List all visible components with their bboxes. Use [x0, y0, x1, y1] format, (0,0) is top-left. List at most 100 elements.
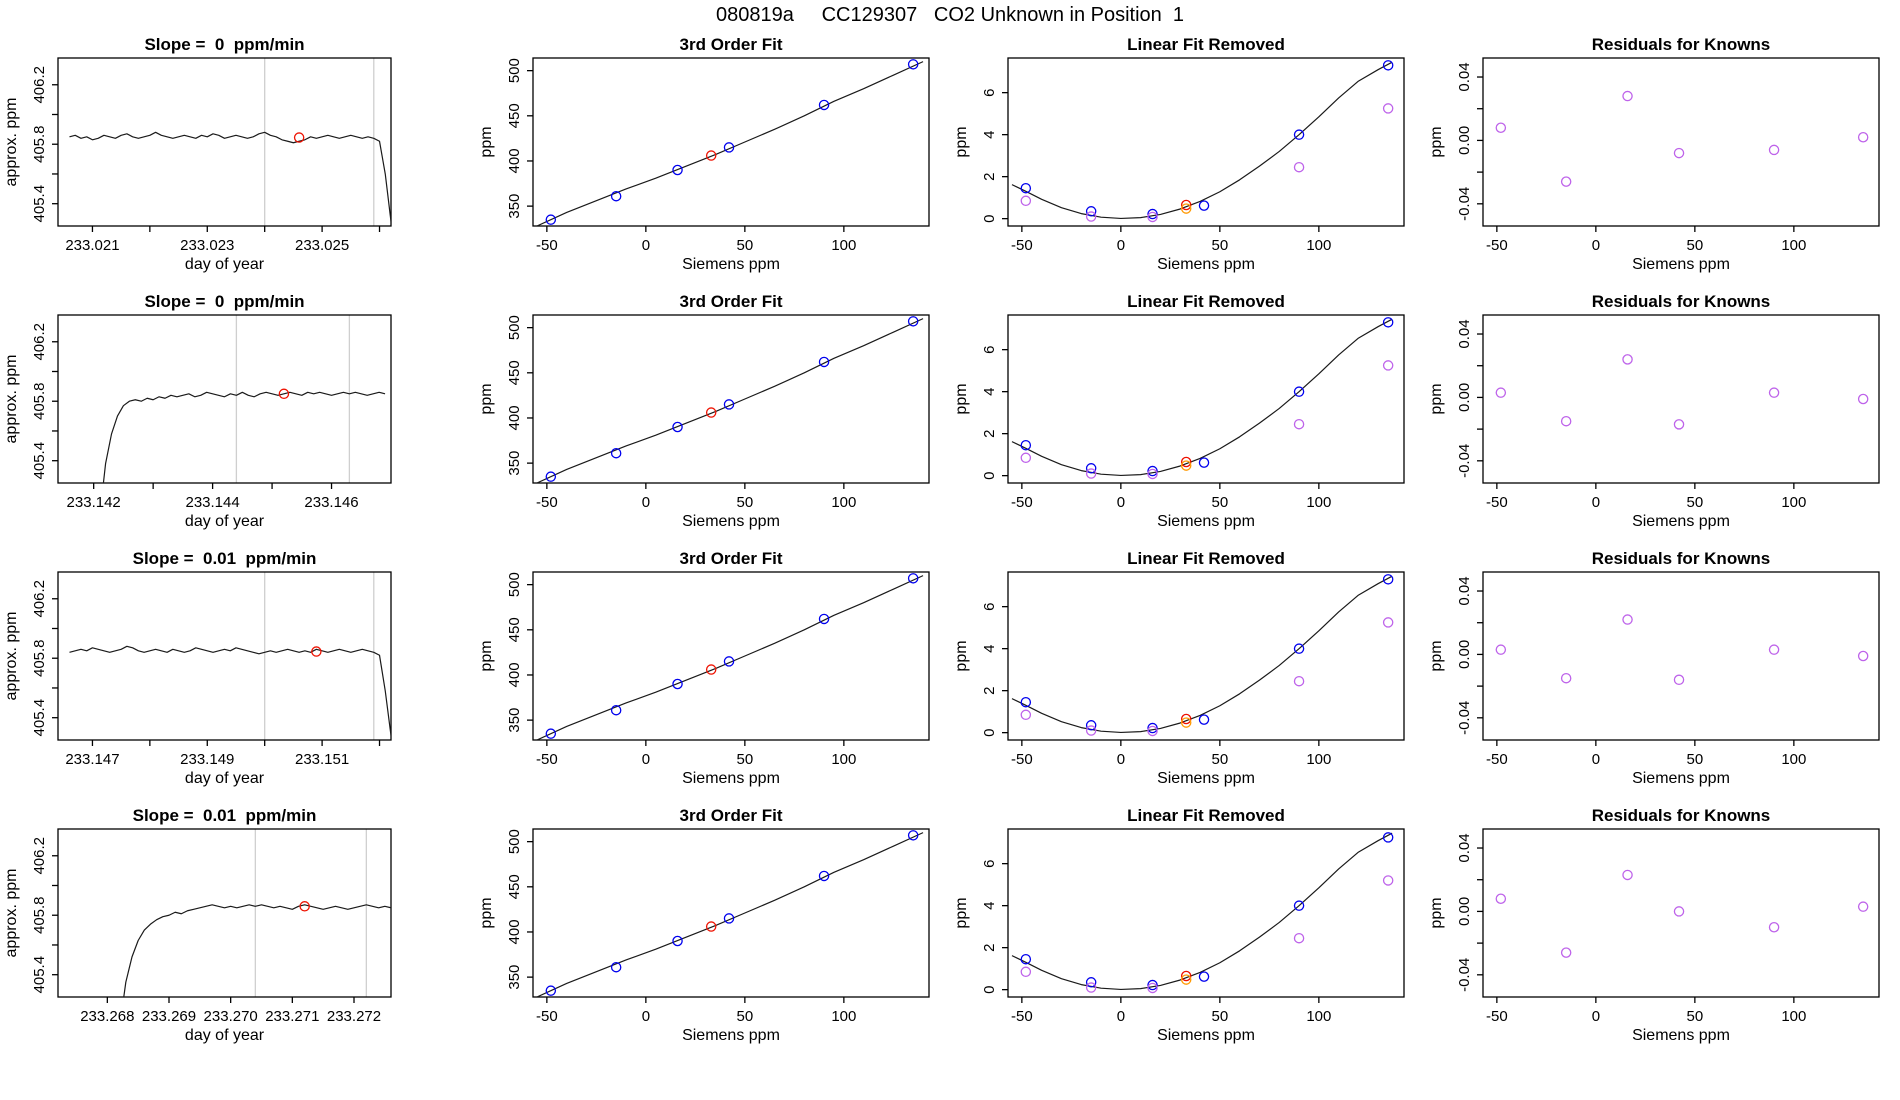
y-tick-label: -0.04 — [1456, 958, 1473, 992]
y-tick-label: 2 — [981, 172, 998, 180]
y-tick-label: 450 — [506, 103, 523, 128]
knowns-alt-point — [1293, 932, 1305, 944]
panel-title: Residuals for Knowns — [1592, 35, 1771, 54]
y-axis-label: approx. ppm — [3, 869, 20, 958]
residuals-point — [1768, 922, 1780, 933]
residuals-point — [1495, 893, 1507, 904]
plot-box — [532, 314, 930, 484]
co2-trace-line — [69, 131, 391, 222]
unknown-point — [1180, 456, 1192, 468]
plot-box — [57, 828, 392, 998]
x-axis-label: Siemens ppm — [1632, 513, 1730, 530]
residuals-point — [1560, 672, 1572, 684]
knowns-alt-point — [1382, 875, 1394, 886]
y-tick-label: 406.2 — [31, 66, 48, 104]
x-tick-label: -50 — [536, 751, 558, 768]
y-axis-label: ppm — [478, 383, 495, 414]
residuals-point — [1495, 644, 1507, 655]
y-tick-label: 6 — [981, 859, 998, 867]
panel-r3-timeseries: 233.147 233.149 233.151 405.4 405.8 406.2 Slop… — [3, 549, 392, 787]
knowns-point — [1020, 182, 1032, 194]
y-tick-label: 400 — [506, 405, 523, 430]
x-tick-label: 233.271 — [265, 1008, 319, 1025]
x-tick-label: 100 — [1306, 494, 1331, 511]
plot-box — [1007, 57, 1405, 227]
unknown-alt-point — [1180, 460, 1192, 471]
residuals-point — [1560, 415, 1572, 427]
knowns-alt-point — [1147, 982, 1158, 994]
knowns-alt-point — [1147, 468, 1158, 480]
x-tick-label: 100 — [831, 751, 856, 768]
y-tick-label: 450 — [506, 617, 523, 642]
y-tick-label: 4 — [981, 387, 998, 395]
x-tick-label: 50 — [737, 237, 754, 254]
x-tick-label: 0 — [1592, 494, 1600, 511]
x-tick-label: 50 — [1687, 751, 1704, 768]
y-tick-label: 4 — [981, 130, 998, 138]
y-tick-label: 0.00 — [1456, 640, 1473, 669]
fit-curve-line — [1011, 61, 1393, 220]
residuals-point — [1673, 147, 1685, 159]
residuals-point — [1857, 650, 1869, 662]
panel-title: Residuals for Knowns — [1592, 806, 1771, 825]
knowns-point — [672, 678, 683, 690]
knowns-point — [1198, 200, 1210, 211]
panel-r1-linear-fit-removed: -50 0 50 100 0 2 4 6 Linear Fit Removed Siemens p… — [953, 35, 1405, 273]
unknown-marker-point — [293, 132, 305, 143]
x-tick-label: -50 — [1011, 237, 1033, 254]
knowns-point — [610, 447, 622, 459]
x-tick-label: 233.272 — [327, 1008, 381, 1025]
knowns-point — [1382, 317, 1394, 328]
knowns-point — [1085, 463, 1097, 474]
x-tick-label: -50 — [1486, 1008, 1508, 1025]
y-axis-label: ppm — [1428, 126, 1445, 157]
fit-curve-line — [536, 318, 924, 483]
y-tick-label: -0.04 — [1456, 701, 1473, 735]
x-tick-label: 100 — [1781, 751, 1806, 768]
x-tick-label: 50 — [1687, 237, 1704, 254]
panel-r3-3rd-order-fit: -50 0 50 100 350 400 450 500 3rd Order Fit Siemen… — [478, 549, 930, 787]
y-tick-label: 6 — [981, 602, 998, 610]
y-tick-label: 405.4 — [31, 185, 48, 223]
fit-curve-line — [1011, 575, 1393, 734]
page-title: 080819a CC129307 CO2 Unknown in Position… — [715, 4, 1185, 26]
y-axis-label: ppm — [1428, 383, 1445, 414]
knowns-point — [1293, 386, 1305, 397]
y-tick-label: 405.4 — [31, 956, 48, 994]
knowns-point — [610, 704, 622, 716]
knowns-point — [1382, 832, 1394, 843]
panel-r1-3rd-order-fit: -50 0 50 100 350 400 450 500 3rd Order Fit Siemen… — [478, 35, 930, 273]
y-tick-label: 0.04 — [1456, 62, 1473, 91]
x-tick-label: 0 — [642, 237, 650, 254]
plot-box — [57, 314, 392, 484]
x-axis-label: Siemens ppm — [1632, 770, 1730, 787]
knowns-alt-point — [1020, 709, 1032, 721]
x-axis-label: Siemens ppm — [1157, 256, 1255, 273]
knowns-alt-point — [1085, 725, 1097, 736]
y-tick-label: 0.04 — [1456, 833, 1473, 862]
knowns-point — [545, 471, 557, 482]
x-axis-label: Siemens ppm — [682, 770, 780, 787]
x-tick-label: 0 — [1117, 237, 1125, 254]
y-tick-label: 0 — [981, 471, 998, 479]
y-tick-label: 405.8 — [31, 125, 48, 163]
y-tick-label: 4 — [981, 901, 998, 909]
knowns-alt-point — [1085, 468, 1097, 479]
x-tick-label: 233.025 — [295, 237, 349, 254]
panel-title: Slope = 0.01 ppm/min — [133, 549, 317, 568]
panel-title: Slope = 0.01 ppm/min — [133, 806, 317, 825]
knowns-alt-point — [1147, 211, 1158, 223]
x-tick-label: -50 — [1486, 494, 1508, 511]
knowns-alt-point — [1085, 982, 1097, 993]
y-tick-label: 350 — [506, 451, 523, 476]
y-axis-label: ppm — [953, 640, 970, 671]
knowns-point — [1293, 900, 1305, 911]
plot-box — [1482, 571, 1880, 741]
residuals-point — [1857, 132, 1869, 143]
y-tick-label: 0.04 — [1456, 576, 1473, 605]
x-axis-label: Siemens ppm — [1632, 1027, 1730, 1044]
unknown-point — [705, 664, 717, 675]
x-tick-label: 0 — [1592, 237, 1600, 254]
residuals-point — [1622, 90, 1633, 102]
panel-r2-residuals: -50 0 50 100 -0.04 0.00 0.04 Residuals for Know… — [1428, 292, 1880, 530]
